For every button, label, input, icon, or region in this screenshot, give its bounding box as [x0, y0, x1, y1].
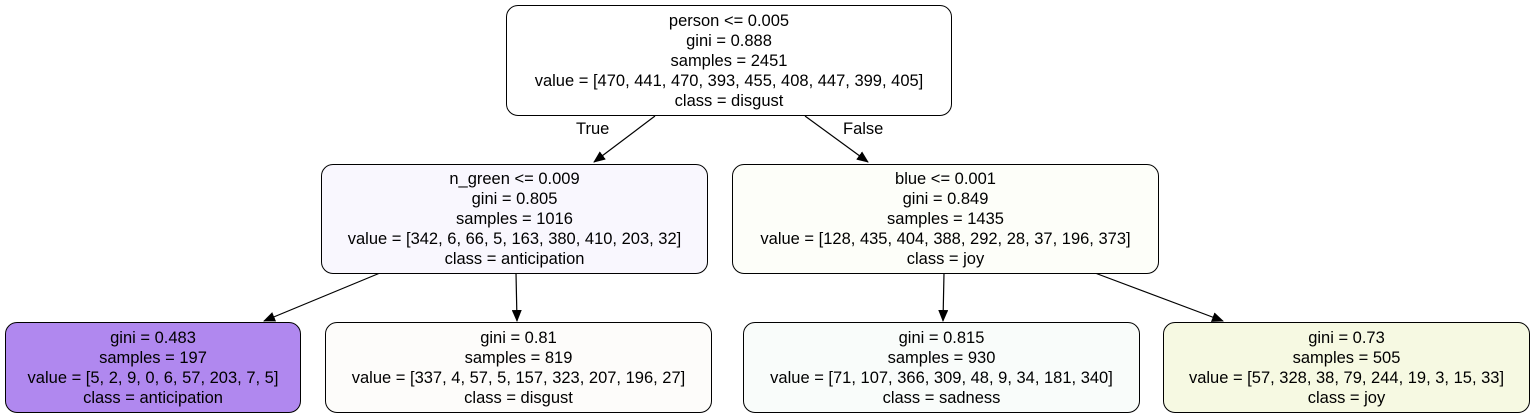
- node-line: value = [71, 107, 366, 309, 48, 9, 34, 1…: [770, 368, 1113, 387]
- node-line: samples = 930: [887, 348, 996, 367]
- node-line: gini = 0.483: [110, 328, 196, 347]
- node-line: gini = 0.805: [471, 190, 558, 208]
- node-line: samples = 1435: [887, 210, 1004, 228]
- node-line: samples = 819: [464, 348, 573, 367]
- node-line: value = [337, 4, 57, 5, 157, 323, 207, 1…: [351, 368, 686, 387]
- node-line: value = [342, 6, 66, 5, 163, 380, 410, 2…: [347, 230, 682, 248]
- node-line: class = anticipation: [83, 388, 223, 407]
- node-line: value = [128, 435, 404, 388, 292, 28, 37…: [760, 230, 1131, 248]
- node-line: class = joy: [906, 250, 985, 268]
- tree-node-right: blue <= 0.001 gini = 0.849 samples = 143…: [732, 164, 1159, 274]
- edge-label-false: False: [843, 120, 884, 138]
- node-line: class = disgust: [464, 388, 573, 407]
- tree-leaf-1: gini = 0.483 samples = 197 value = [5, 2…: [5, 322, 301, 413]
- node-line: class = anticipation: [444, 250, 585, 268]
- node-line: gini = 0.888: [686, 31, 772, 50]
- tree-leaf-2: gini = 0.81 samples = 819 value = [337, …: [325, 322, 712, 413]
- edge-right-leaf3: [938, 272, 949, 322]
- node-line: gini = 0.815: [898, 328, 985, 347]
- node-line: value = [5, 2, 9, 0, 6, 57, 203, 7, 5]: [27, 368, 279, 387]
- edge-root-right: [804, 115, 869, 163]
- node-line: gini = 0.81: [480, 328, 557, 347]
- node-line: samples = 1016: [456, 210, 573, 228]
- edge-left-leaf1: [263, 272, 381, 322]
- node-line: samples = 2451: [670, 51, 788, 70]
- node-line: class = sadness: [882, 388, 1001, 407]
- node-line: class = joy: [1307, 388, 1386, 407]
- node-line: gini = 0.849: [902, 190, 989, 208]
- tree-node-root: person <= 0.005 gini = 0.888 samples = 2…: [506, 5, 952, 116]
- node-line: class = disgust: [674, 91, 784, 110]
- tree-node-left: n_green <= 0.009 gini = 0.805 samples = …: [321, 164, 708, 274]
- edge-root-left: [593, 115, 656, 163]
- node-line: gini = 0.73: [1308, 328, 1385, 347]
- edge-label-true: True: [576, 120, 610, 138]
- node-line: n_green <= 0.009: [449, 170, 580, 188]
- node-line: samples = 505: [1292, 348, 1401, 367]
- node-line: value = [57, 328, 38, 79, 244, 19, 3, 15…: [1188, 368, 1505, 387]
- edge-right-leaf4: [1094, 272, 1224, 322]
- node-line: samples = 197: [99, 348, 207, 367]
- tree-leaf-3: gini = 0.815 samples = 930 value = [71, …: [743, 322, 1140, 413]
- node-line: value = [470, 441, 470, 393, 455, 408, 4…: [534, 71, 924, 90]
- node-line: blue <= 0.001: [895, 170, 996, 188]
- node-line: person <= 0.005: [668, 11, 790, 30]
- tree-leaf-4: gini = 0.73 samples = 505 value = [57, 3…: [1163, 322, 1530, 413]
- edge-left-leaf2: [511, 272, 522, 322]
